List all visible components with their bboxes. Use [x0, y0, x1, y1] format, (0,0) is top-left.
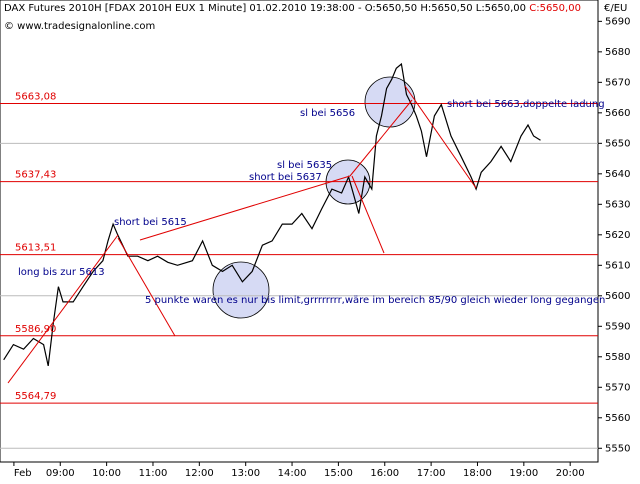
- highlight-circle: [212, 261, 270, 319]
- y-tick-label: 5590: [605, 321, 630, 332]
- y-tick-label: 5660: [605, 108, 630, 119]
- annotation: short bei 5637: [249, 172, 322, 183]
- y-tick-label: 5570: [605, 382, 630, 393]
- annotation: 5 punkte waren es nur bis limit,grrrrrrr…: [145, 295, 605, 306]
- y-unit: €/EU: [604, 3, 627, 14]
- x-tick-label: 12:00: [185, 468, 214, 479]
- trend-line: [7, 234, 119, 384]
- level-label: 5637,43: [15, 170, 56, 181]
- trend-line: [349, 99, 413, 177]
- annotation: long bis zur 5613: [18, 267, 105, 278]
- level-label: 5663,08: [15, 91, 56, 102]
- y-tick-label: 5620: [605, 230, 630, 241]
- trend-lines: [7, 85, 477, 384]
- x-tick-label: 11:00: [139, 468, 168, 479]
- title-text: DAX Futures 2010H [FDAX 2010H EUX 1 Minu…: [4, 3, 526, 14]
- annotation: sl bei 5635: [277, 160, 332, 171]
- highlight-circle: [364, 76, 416, 128]
- x-tick-label: 14:00: [278, 468, 307, 479]
- y-tick-label: 5680: [605, 47, 630, 58]
- x-tick-label: 18:00: [463, 468, 492, 479]
- x-tick-label: Feb: [14, 468, 32, 479]
- annotation: sl bei 5656: [300, 108, 355, 119]
- y-tick-label: 5630: [605, 199, 630, 210]
- x-tick-label: 10:00: [92, 468, 121, 479]
- y-tick-label: 5690: [605, 16, 630, 27]
- trend-line: [404, 85, 477, 189]
- subtitle: © www.tradesignalonline.com: [4, 21, 155, 32]
- x-tick-label: 20:00: [556, 468, 585, 479]
- price-line: [3, 62, 541, 367]
- x-tick-label: 19:00: [509, 468, 538, 479]
- y-tick-label: 5580: [605, 352, 630, 363]
- y-tick-label: 5650: [605, 138, 630, 149]
- x-tick-label: 15:00: [324, 468, 353, 479]
- level-label: 5613,51: [15, 243, 56, 254]
- y-tick-label: 5610: [605, 260, 630, 271]
- plot-area: [0, 0, 599, 463]
- chart-title: DAX Futures 2010H [FDAX 2010H EUX 1 Minu…: [4, 3, 581, 14]
- y-tick-label: 5600: [605, 291, 630, 302]
- annotation: short bei 5663,doppelte ladung: [447, 99, 605, 110]
- trend-line: [117, 237, 176, 337]
- y-tick-label: 5560: [605, 413, 630, 424]
- marks: [0, 62, 598, 449]
- trend-line: [139, 175, 351, 241]
- x-tick-label: 17:00: [417, 468, 446, 479]
- y-tick-label: 5670: [605, 77, 630, 88]
- y-tick-label: 5550: [605, 443, 630, 454]
- level-label: 5586,90: [15, 324, 56, 335]
- x-tick-label: 13:00: [231, 468, 260, 479]
- x-tick-label: 09:00: [46, 468, 75, 479]
- annotation: short bei 5615: [114, 217, 187, 228]
- trend-line: [351, 175, 385, 254]
- x-tick-label: 16:00: [370, 468, 399, 479]
- level-label: 5564,79: [15, 391, 56, 402]
- y-tick-label: 5640: [605, 169, 630, 180]
- close-label: C:5650,00: [529, 3, 581, 14]
